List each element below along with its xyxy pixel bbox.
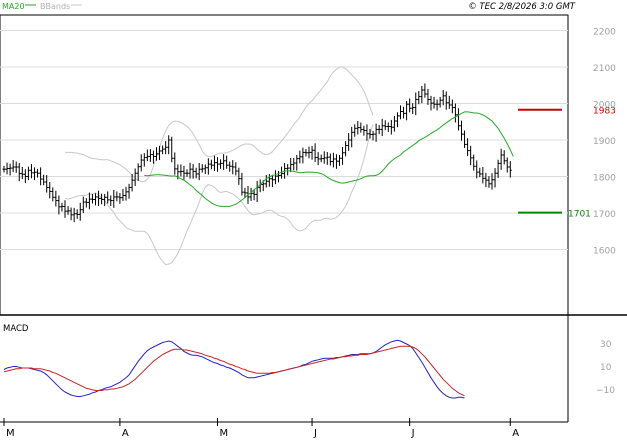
price-tick-label: 2100	[593, 64, 616, 74]
macd-panel-title: MACD	[3, 324, 29, 334]
macd-tick-10: 10	[600, 363, 612, 373]
resistance-level-label: 1983	[593, 107, 616, 117]
legend-ma20-label: MA20	[2, 2, 25, 11]
time-tick-label: M	[6, 428, 15, 439]
bollinger-bands	[64, 66, 374, 266]
macd-tick-minus-10: −10	[596, 386, 615, 396]
macd-tick-30: 30	[600, 340, 612, 350]
bb-upper-line	[65, 66, 374, 183]
source-timestamp: © TEC 2/8/2026 3:0 GMT	[468, 2, 576, 12]
time-tick-label: J	[313, 428, 317, 439]
macd-lines	[3, 339, 465, 399]
time-tick-label: A	[512, 428, 519, 439]
price-axis-ticks: 2200 2100 2000 1900 1800 1700 1600	[593, 28, 616, 257]
macd-signal-line	[3, 345, 465, 397]
time-tick-label: J	[411, 428, 415, 439]
price-tick-label: 2200	[593, 28, 616, 38]
price-panel-frame	[0, 14, 569, 316]
price-grid	[0, 30, 568, 250]
price-tick-label: 1900	[593, 137, 616, 147]
price-tick-label: 1800	[593, 174, 616, 184]
support-level-label: 1701	[568, 210, 591, 220]
legend-bbands-label: BBands	[40, 2, 70, 11]
ma20-line	[144, 111, 514, 207]
bb-lower-line	[64, 124, 374, 266]
macd-line	[3, 339, 465, 399]
ma20-series	[144, 111, 514, 207]
price-tick-label: 1700	[593, 210, 616, 220]
time-tick-label: A	[122, 428, 129, 439]
price-tick-label: 2000	[593, 101, 616, 111]
time-tick-label: M	[220, 428, 229, 439]
macd-axis: 30 10 −10	[596, 340, 615, 396]
price-levels: 1983 1701	[518, 107, 616, 220]
price-bars	[2, 83, 512, 223]
price-tick-label: 1600	[593, 247, 616, 257]
